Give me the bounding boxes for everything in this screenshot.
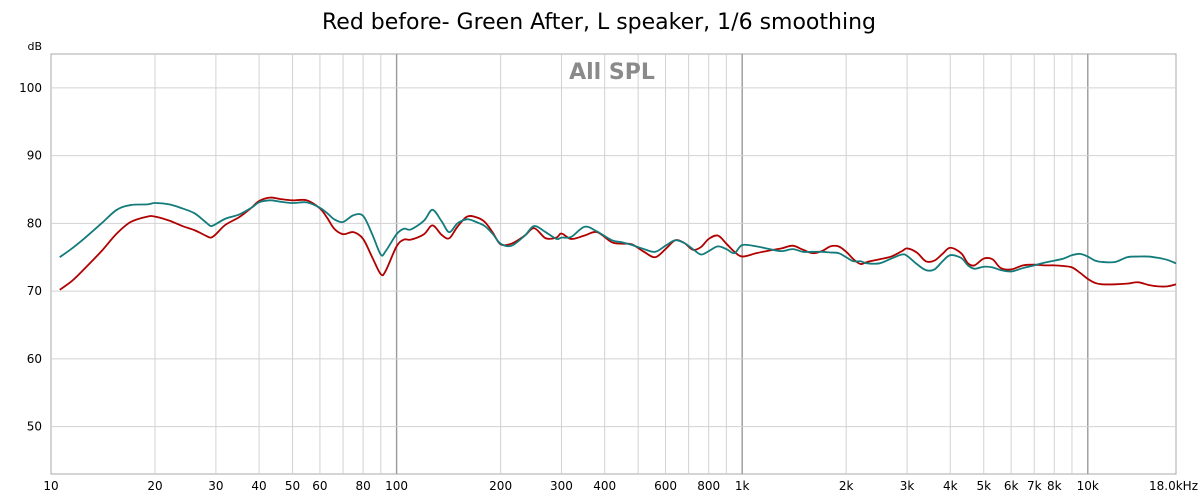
x-tick-label: 80 <box>355 479 370 493</box>
x-tick-labels: 10 20 30 40 50 60 80 100 200 300 400 600 800 1k 2k 3k 4k… <box>43 479 1198 493</box>
y-tick-label: 70 <box>27 284 42 298</box>
green-after-curve <box>59 199 1177 273</box>
x-tick-label: 600 <box>654 479 677 493</box>
y-tick-labels: 100 90 80 70 60 50 <box>19 81 42 434</box>
chart-title: Red before- Green After, L speaker, 1/6 … <box>322 10 876 35</box>
x-tick-label: 40 <box>251 479 266 493</box>
y-tick-label: 60 <box>27 352 42 366</box>
x-tick-label: 300 <box>550 479 573 493</box>
y-axis-unit-label: dB <box>27 40 42 53</box>
red-before-curve <box>59 196 1177 291</box>
x-tick-label: 10k <box>1077 479 1099 493</box>
y-gridlines <box>51 87 1176 428</box>
x-tick-label: 3k <box>900 479 915 493</box>
x-tick-label: 4k <box>943 479 958 493</box>
plot-area <box>50 53 1177 475</box>
x-tick-label: 2k <box>839 479 854 493</box>
x-tick-label: 800 <box>697 479 720 493</box>
x-tick-label: 8k <box>1047 479 1062 493</box>
x-tick-label: 18.0kHz <box>1149 479 1198 493</box>
y-tick-label: 100 <box>19 81 42 95</box>
x-tick-label: 1k <box>735 479 750 493</box>
x-tick-label: 200 <box>489 479 512 493</box>
x-tick-label: 400 <box>593 479 616 493</box>
x-tick-label: 60 <box>312 479 327 493</box>
x-tick-label: 20 <box>147 479 162 493</box>
y-tick-label: 80 <box>27 216 42 230</box>
all-spl-watermark: All SPL <box>569 60 655 85</box>
x-gridlines <box>154 54 1089 474</box>
x-tick-label: 5k <box>976 479 991 493</box>
series-layer <box>59 196 1177 291</box>
x-tick-label: 30 <box>208 479 223 493</box>
x-tick-label: 10 <box>43 479 58 493</box>
x-tick-label: 7k <box>1027 479 1042 493</box>
y-tick-label: 90 <box>27 149 42 163</box>
x-tick-label: 100 <box>385 479 408 493</box>
x-tick-label: 50 <box>285 479 300 493</box>
y-tick-label: 50 <box>27 420 42 434</box>
x-tick-label: 6k <box>1004 479 1019 493</box>
